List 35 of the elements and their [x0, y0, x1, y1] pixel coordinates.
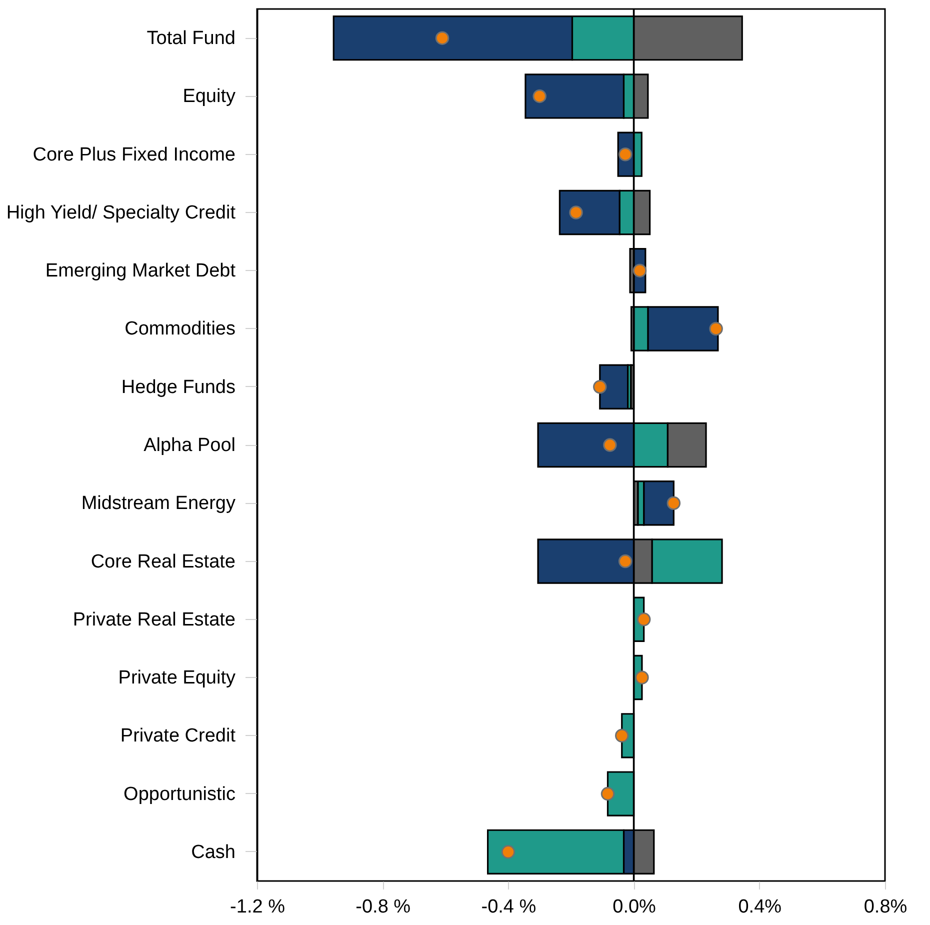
point	[593, 380, 607, 394]
point	[618, 554, 632, 568]
y-tick-label: Core Plus Fixed Income	[32, 144, 236, 166]
y-tick-label: Private Real Estate	[72, 609, 236, 630]
point	[569, 206, 583, 220]
x-tick-label: 0.8%	[864, 896, 908, 918]
x-tick-label: 0.4%	[738, 896, 782, 918]
y-tick-label: Hedge Funds	[121, 376, 236, 398]
y-tick-label: Emerging Market Debt	[45, 260, 236, 282]
point	[603, 438, 617, 452]
point	[709, 322, 723, 336]
x-tick-label: 0.0%	[612, 896, 656, 918]
y-tick-label: Opportunistic	[124, 784, 236, 805]
point	[501, 845, 516, 859]
x-tick-label: -1.2 %	[230, 896, 286, 918]
y-tick-label: Private Credit	[120, 726, 236, 747]
point	[614, 728, 629, 743]
point	[666, 496, 681, 510]
point	[632, 264, 647, 278]
y-tick-label: Core Real Estate	[90, 551, 236, 572]
y-tick-label: Midstream Energy	[81, 493, 236, 514]
point	[635, 670, 649, 684]
y-tick-label: Alpha Pool	[144, 435, 236, 456]
point	[532, 89, 546, 104]
x-tick-label: -0.8 %	[356, 896, 411, 918]
point	[636, 612, 651, 626]
y-tick-label: Commodities	[124, 318, 236, 340]
y-tick-label: Private Equity	[118, 668, 236, 689]
y-tick-label: Cash	[191, 842, 236, 863]
x-tick-label: -0.4 %	[481, 896, 536, 918]
point	[600, 786, 615, 801]
point	[435, 31, 450, 45]
y-tick-label: Equity	[182, 86, 236, 108]
y-tick-label: High Yield/ Specialty Credit	[6, 202, 236, 224]
y-tick-label: Total Fund	[146, 28, 236, 50]
